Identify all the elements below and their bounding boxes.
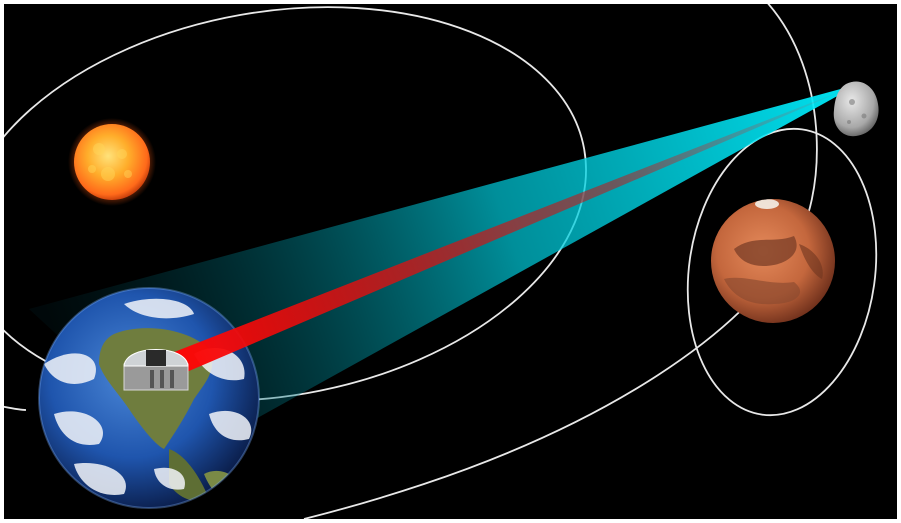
sun: [74, 124, 150, 200]
observatory-dome: [123, 349, 189, 391]
earth-orbit: [4, 6, 587, 402]
moon: [833, 81, 879, 137]
sun-granules: [88, 143, 132, 181]
earth-limb: [38, 287, 260, 509]
astronomy-scene: [4, 4, 897, 519]
mars-orbit-left: [4, 405, 27, 411]
mars-surface-markings: [724, 199, 823, 305]
radar-beam: [164, 84, 859, 374]
moon-orbit: [686, 127, 878, 417]
mars-orbit: [303, 4, 818, 519]
moon-craters: [847, 99, 867, 124]
